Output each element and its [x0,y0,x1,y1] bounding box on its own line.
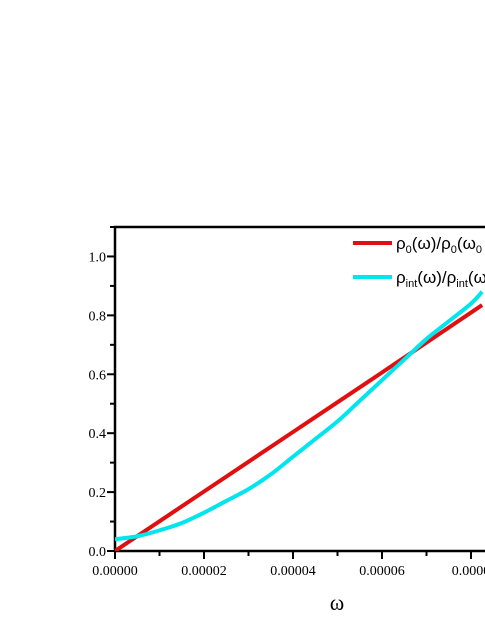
legend-label-rho0: ρ0(ω)/ρ0(ω0 [396,234,482,256]
y-tick-label: 0.2 [89,486,107,501]
series-line-2 [115,290,484,542]
x-axis: 0.00000 0.00002 0.00004 0.00006 0.0000 [92,551,485,579]
series-layer [115,290,484,551]
y-axis: 0.0 0.2 0.4 0.6 0.8 1.0 [89,226,115,560]
y-tick-label: 0.6 [89,368,107,383]
legend-label-rhoint: ρint(ω)/ρint(ω [396,268,485,290]
plot-frame [113,225,485,553]
series-line-1 [115,303,484,551]
y-tick-label: 0.0 [89,545,107,560]
x-tick-label: 0.00006 [359,564,405,579]
x-tick-label: 0.0000 [452,564,485,579]
legend: ρ0(ω)/ρ0(ω0 ρint(ω)/ρint(ω [353,234,485,290]
y-tick-label: 0.4 [89,427,107,442]
x-tick-label: 0.00002 [181,564,227,579]
x-axis-title: ω [330,590,344,615]
x-tick-label: 0.00000 [92,564,138,579]
y-tick-label: 0.8 [89,309,107,324]
x-tick-label: 0.00004 [270,564,316,579]
y-tick-label: 1.0 [89,250,107,265]
